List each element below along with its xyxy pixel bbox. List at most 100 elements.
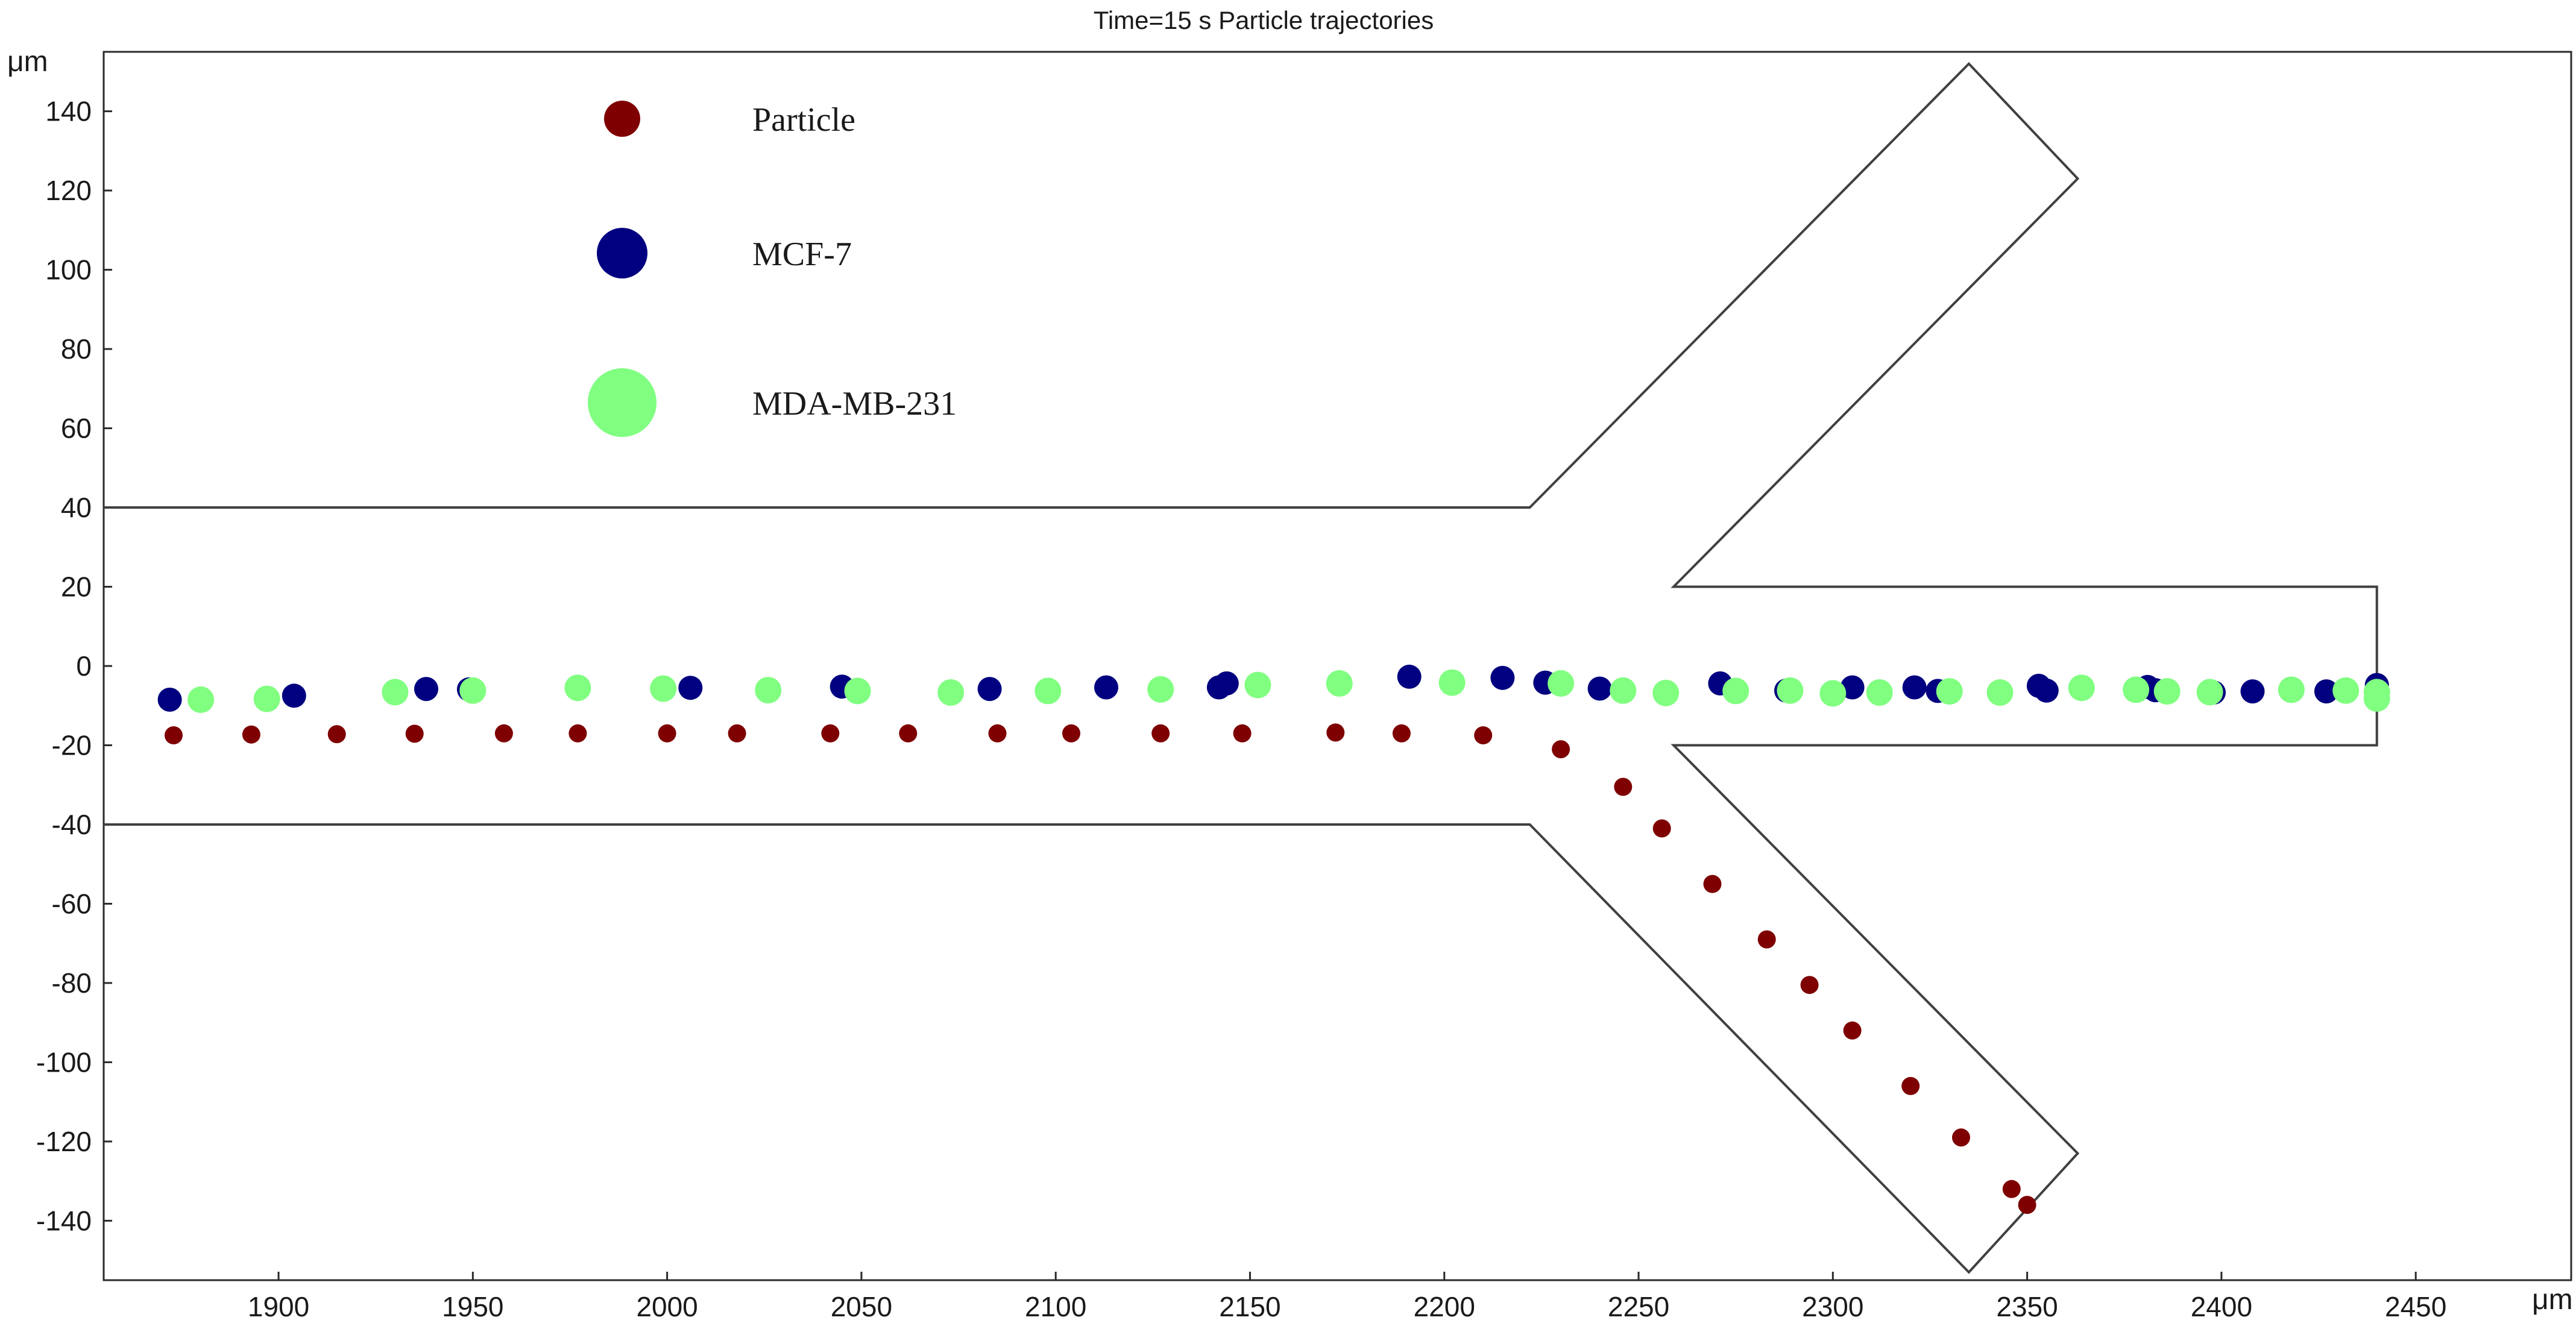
data-point xyxy=(2018,1196,2036,1214)
data-point xyxy=(2002,1180,2021,1198)
series-mcf-7 xyxy=(157,664,2389,712)
legend-label: MDA-MB-231 xyxy=(752,385,957,423)
data-point xyxy=(327,725,346,744)
data-point xyxy=(282,683,306,708)
legend-label: Particle xyxy=(752,101,855,139)
data-point xyxy=(755,677,782,704)
data-point xyxy=(1397,664,1422,689)
data-point xyxy=(1757,930,1776,949)
data-point xyxy=(1800,976,1819,994)
data-point xyxy=(650,675,677,702)
y-tick-label: 80 xyxy=(61,333,92,365)
data-point xyxy=(1866,679,1893,706)
x-tick-label: 2050 xyxy=(831,1291,892,1322)
data-point xyxy=(564,674,591,702)
data-point xyxy=(2153,678,2181,705)
data-point xyxy=(414,677,438,702)
data-point xyxy=(2034,678,2059,703)
y-tick-label: 120 xyxy=(45,175,92,206)
data-point xyxy=(1610,677,1637,704)
data-point xyxy=(1840,675,1865,700)
data-point xyxy=(459,677,487,704)
data-point xyxy=(2314,679,2338,704)
data-point xyxy=(1438,669,1466,696)
data-point xyxy=(2332,677,2360,704)
y-tick-label: -100 xyxy=(36,1046,92,1078)
data-point xyxy=(988,724,1007,743)
data-point xyxy=(977,677,1002,702)
data-point xyxy=(2240,679,2265,704)
y-tick-label: -40 xyxy=(52,809,92,840)
y-tick-label: 0 xyxy=(76,650,92,682)
data-point xyxy=(1147,676,1174,703)
x-tick-label: 2250 xyxy=(1608,1291,1669,1322)
data-point xyxy=(678,676,703,700)
x-tick-label: 1950 xyxy=(442,1291,503,1322)
data-point xyxy=(1392,724,1411,743)
data-point xyxy=(1151,724,1170,743)
y-tick-label: -80 xyxy=(52,967,92,999)
series-mda-mb-231 xyxy=(187,669,2390,713)
data-point xyxy=(253,685,280,712)
data-point xyxy=(157,687,182,712)
legend-marker xyxy=(597,228,647,278)
data-point xyxy=(382,679,409,706)
data-point xyxy=(242,725,260,744)
series-particle xyxy=(165,723,2036,1214)
channel-geometry xyxy=(104,61,2378,1274)
legend-marker xyxy=(604,101,640,137)
y-axis: 140 120 100 80 60 40 20 0 -20 -40 -60 -80 -100 -120 -1… xyxy=(36,96,112,1236)
data-point xyxy=(1326,670,1353,697)
data-point xyxy=(1587,676,1612,701)
data-point xyxy=(1244,671,1271,699)
data-point xyxy=(2123,676,2150,703)
data-point xyxy=(568,724,587,743)
y-tick-label: 60 xyxy=(61,413,92,444)
x-axis: 1900 1950 2000 2050 2100 2150 2200 2250 2300 2350… xyxy=(248,1272,2446,1322)
data-point xyxy=(1034,677,1062,705)
legend: Particle MCF-7 MDA-MB-231 xyxy=(588,101,957,437)
data-point xyxy=(821,724,840,743)
data-point xyxy=(1901,1076,1920,1095)
y-tick-label: -140 xyxy=(36,1205,92,1236)
data-point xyxy=(1722,677,1749,705)
data-point xyxy=(405,724,424,743)
plot-frame xyxy=(102,51,2572,1281)
data-point xyxy=(2068,674,2095,702)
data-point xyxy=(1819,680,1847,707)
x-tick-label: 2000 xyxy=(636,1291,698,1322)
x-tick-label: 2450 xyxy=(2385,1291,2446,1322)
data-point xyxy=(1652,819,1671,838)
y-tick-label: 20 xyxy=(61,571,92,603)
data-point xyxy=(1474,726,1493,744)
y-unit-label: μm xyxy=(7,46,48,78)
data-point xyxy=(1214,671,1239,696)
data-point xyxy=(494,724,513,743)
data-point xyxy=(728,724,746,743)
data-point xyxy=(1326,723,1345,742)
data-point xyxy=(1233,724,1252,743)
data-point xyxy=(1902,675,1927,700)
x-tick-label: 2350 xyxy=(1996,1291,2058,1322)
data-point xyxy=(1986,679,2014,706)
data-point xyxy=(2363,685,2390,712)
x-tick-label: 2200 xyxy=(1414,1291,1475,1322)
y-tick-label: 40 xyxy=(61,492,92,523)
data-point xyxy=(2278,676,2305,703)
data-point xyxy=(187,686,215,713)
x-tick-label: 1900 xyxy=(248,1291,309,1322)
data-point xyxy=(1094,675,1118,700)
data-point xyxy=(844,677,871,705)
data-point xyxy=(1936,678,1963,705)
data-point xyxy=(1703,875,1722,893)
data-point xyxy=(1777,677,1804,704)
y-tick-label: -60 xyxy=(52,888,92,919)
data-point xyxy=(1843,1021,1862,1040)
data-point xyxy=(1490,665,1515,690)
y-tick-label: -20 xyxy=(52,729,92,761)
data-point xyxy=(1614,778,1633,796)
chart-title: Time=15 s Particle trajectories xyxy=(1094,6,1434,34)
y-tick-label: -120 xyxy=(36,1126,92,1157)
trajectory-points xyxy=(157,664,2390,1214)
